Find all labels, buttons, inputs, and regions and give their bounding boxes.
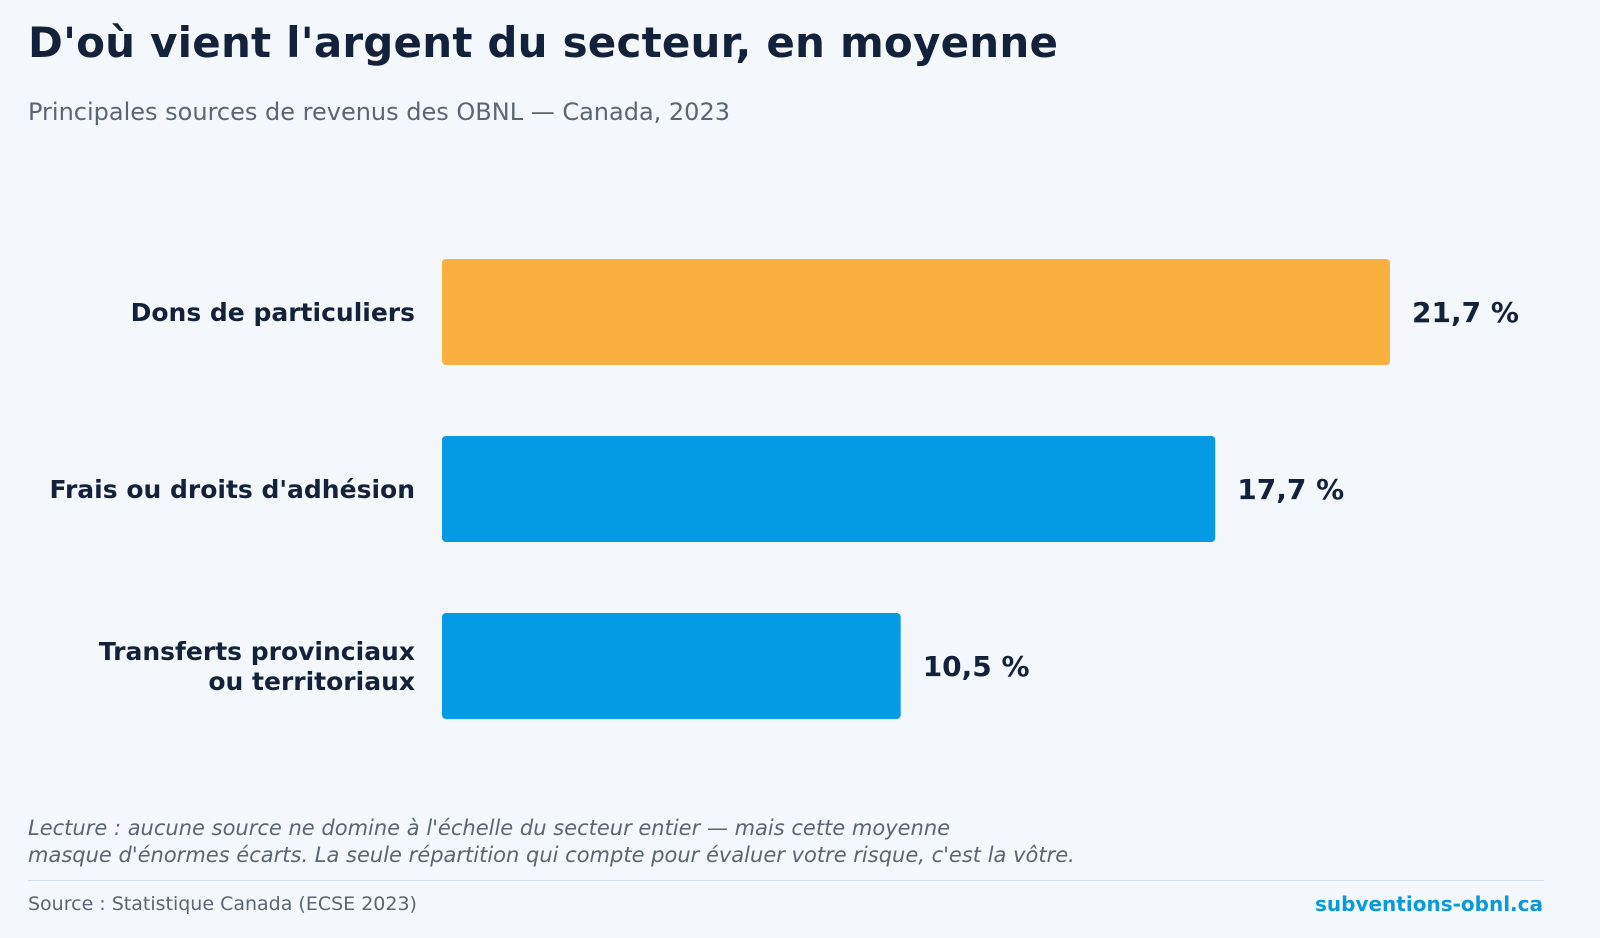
reading-note-line: masque d'énormes écarts. La seule répart… [28,843,1075,867]
category-label: Frais ou droits d'adhésion [49,475,415,504]
category-label: Transferts provinciaux [99,637,415,666]
footer-divider [28,880,1544,881]
category-label: ou territoriaux [208,667,415,696]
category-label: Dons de particuliers [131,298,415,327]
value-label: 17,7 % [1237,473,1344,506]
reading-note-line: Lecture : aucune source ne domine à l'éc… [28,816,951,840]
reading-note: Lecture : aucune source ne domine à l'éc… [28,815,1228,869]
bar [442,436,1216,542]
brand-link[interactable]: subventions-obnl.ca [1315,892,1543,916]
page-title: D'où vient l'argent du secteur, en moyen… [28,18,1059,67]
value-label: 21,7 % [1412,296,1519,329]
source-text: Source : Statistique Canada (ECSE 2023) [28,893,417,915]
page-subtitle: Principales sources de revenus des OBNL … [28,98,730,126]
value-label: 10,5 % [923,650,1030,683]
bar-chart: Dons de particuliers 21,7 % Frais ou droit… [49,259,1519,719]
bar [442,259,1390,365]
bar [442,613,901,719]
